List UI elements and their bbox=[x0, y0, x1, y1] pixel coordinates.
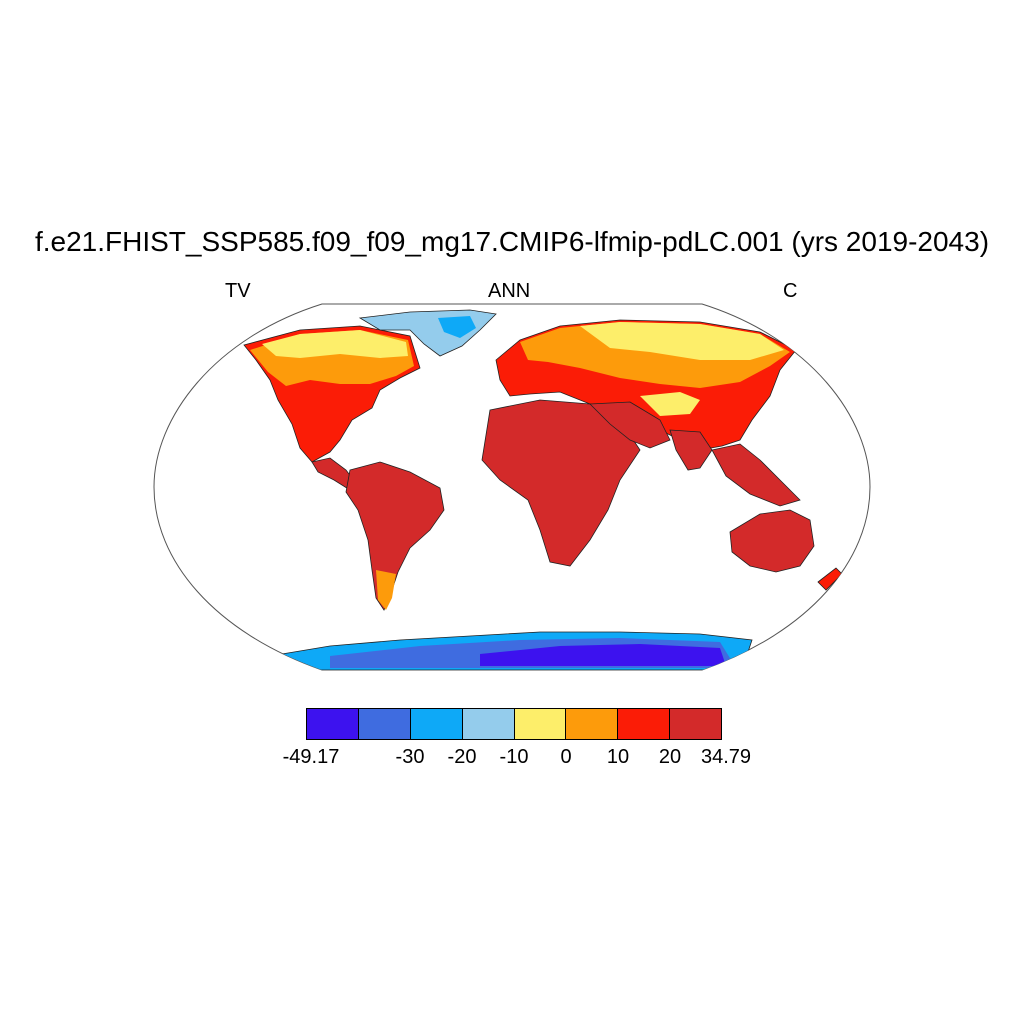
middle-east bbox=[589, 401, 671, 449]
colorbar-tick-label: 0 bbox=[560, 746, 572, 768]
colorbar-tick-label: 10 bbox=[606, 746, 630, 768]
plot-title: f.e21.FHIST_SSP585.f09_f09_mg17.CMIP6-lf… bbox=[34, 226, 990, 257]
season-label: ANN bbox=[488, 280, 531, 302]
siberia bbox=[580, 322, 784, 360]
colorbar-swatch bbox=[462, 709, 515, 739]
arctic-canada bbox=[262, 330, 408, 358]
colorbar-tick-label: 34.79 bbox=[700, 746, 752, 768]
tibet bbox=[640, 392, 700, 416]
colorbar-swatch bbox=[307, 709, 359, 739]
south-america-tip bbox=[376, 570, 396, 610]
colorbar-swatch bbox=[618, 709, 671, 739]
colorbar-swatch bbox=[358, 709, 411, 739]
color-legend bbox=[306, 708, 722, 740]
colorbar-swatch bbox=[410, 709, 463, 739]
units-label: C bbox=[783, 280, 798, 302]
colorbar-tick-label: 20 bbox=[658, 746, 682, 768]
antarctica-core bbox=[480, 644, 726, 666]
colorbar-swatch bbox=[514, 709, 567, 739]
colorbar-tick-label: -30 bbox=[395, 746, 425, 768]
variable-label: TV bbox=[225, 280, 251, 302]
colorbar-tick-label: -10 bbox=[499, 746, 529, 768]
southeast-asia bbox=[711, 443, 801, 507]
greenland-core bbox=[438, 316, 476, 338]
colorbar-swatch bbox=[670, 709, 721, 739]
colorbar-tick-label: -20 bbox=[447, 746, 477, 768]
india bbox=[669, 429, 713, 471]
australia bbox=[729, 509, 815, 573]
colorbar-tick-label: -49.17 bbox=[282, 746, 340, 768]
colorbar-swatch bbox=[566, 709, 619, 739]
